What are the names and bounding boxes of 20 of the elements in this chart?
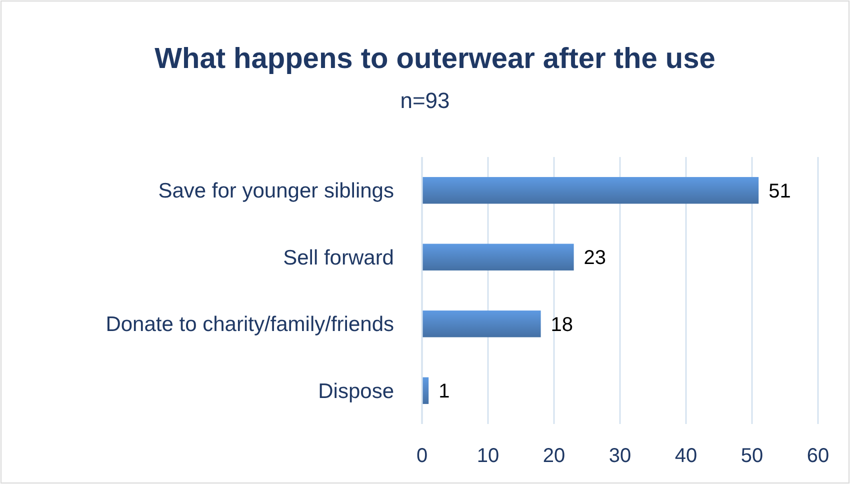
chart-subtitle: n=93 <box>400 88 450 113</box>
chart-title: What happens to outerwear after the use <box>154 43 716 75</box>
x-tick-label: 10 <box>476 445 500 467</box>
data-label: 18 <box>550 314 574 336</box>
data-label: 23 <box>584 247 606 270</box>
x-tick-label: 20 <box>542 445 566 467</box>
y-tick-label: Donate to charity/family/friends <box>106 313 394 336</box>
y-tick-label: Sell forward <box>283 246 394 270</box>
bar <box>422 177 759 204</box>
y-tick-label: Dispose <box>318 380 394 403</box>
data-label: 1 <box>438 380 450 403</box>
bar <box>422 310 541 338</box>
x-tick-label: 40 <box>674 445 698 467</box>
data-label: 51 <box>768 180 791 202</box>
x-tick-label: 30 <box>608 445 632 467</box>
x-tick-label: 0 <box>416 445 428 467</box>
y-tick-label: Save for younger siblings <box>158 180 394 203</box>
x-tick-label: 50 <box>740 445 764 467</box>
bar <box>422 244 574 270</box>
x-tick-label: 60 <box>806 445 830 467</box>
